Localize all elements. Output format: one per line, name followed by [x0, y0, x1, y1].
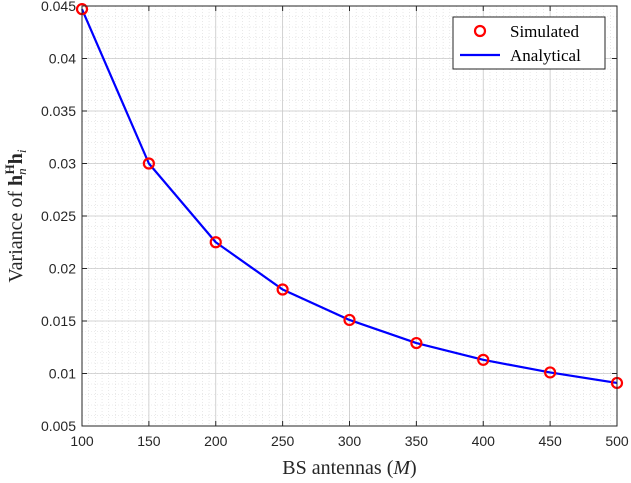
y-tick-label: 0.025 — [41, 208, 76, 224]
legend-label-simulated: Simulated — [510, 22, 579, 41]
x-tick-label: 300 — [338, 433, 362, 449]
x-tick-label: 450 — [538, 433, 562, 449]
y-axis-tick-labels: 0.005 0.01 0.015 0.02 0.025 0.03 0.035 0.04 0.04… — [41, 0, 76, 434]
axis-ticks — [81, 5, 618, 427]
series-analytical — [80, 8, 618, 385]
x-axis-label: BS antennas (M) — [282, 457, 416, 479]
simulated-point — [544, 366, 557, 379]
simulated-point — [142, 157, 155, 170]
simulated-point — [276, 283, 289, 296]
y-axis-label-math: h — [5, 175, 27, 186]
y-tick-label: 0.015 — [41, 313, 76, 329]
y-tick-label: 0.04 — [49, 51, 76, 67]
y-tick-label: 0.03 — [49, 156, 76, 172]
y-axis-label-math2: h — [5, 153, 27, 164]
legend-label-analytical: Analytical — [510, 46, 581, 65]
simulated-point — [410, 336, 423, 350]
y-tick-label: 0.035 — [41, 103, 76, 119]
y-tick-label: 0.01 — [49, 366, 76, 382]
x-axis-tick-labels: 100 150 200 250 300 350 400 450 500 — [70, 433, 629, 449]
y-axis-label: Variance of hnHhi — [2, 149, 29, 283]
x-tick-label: 100 — [70, 433, 94, 449]
y-axis-label-text: Variance of — [5, 191, 27, 283]
x-tick-label: 500 — [605, 433, 629, 449]
legend-marker-simulated — [473, 24, 487, 38]
y-tick-label: 0.045 — [41, 0, 76, 14]
x-tick-label: 200 — [204, 433, 228, 449]
x-tick-label: 400 — [472, 433, 496, 449]
analytical-line — [80, 8, 618, 385]
y-axis-label-math-sub: n — [14, 168, 29, 175]
x-tick-label: 350 — [405, 433, 429, 449]
x-axis-label-text: BS antennas — [282, 457, 382, 479]
y-axis-label-math2-sub: i — [14, 149, 29, 153]
y-tick-label: 0.005 — [41, 418, 76, 434]
x-axis-label-math: M — [392, 457, 411, 479]
x-tick-label: 250 — [271, 433, 295, 449]
y-axis-label-math-sup: H — [2, 164, 17, 174]
simulated-point — [209, 236, 222, 249]
legend: Simulated Analytical — [452, 16, 606, 70]
x-tick-label: 150 — [137, 433, 161, 449]
simulated-point — [343, 313, 356, 327]
simulated-point — [477, 353, 490, 366]
y-tick-label: 0.02 — [49, 261, 76, 277]
